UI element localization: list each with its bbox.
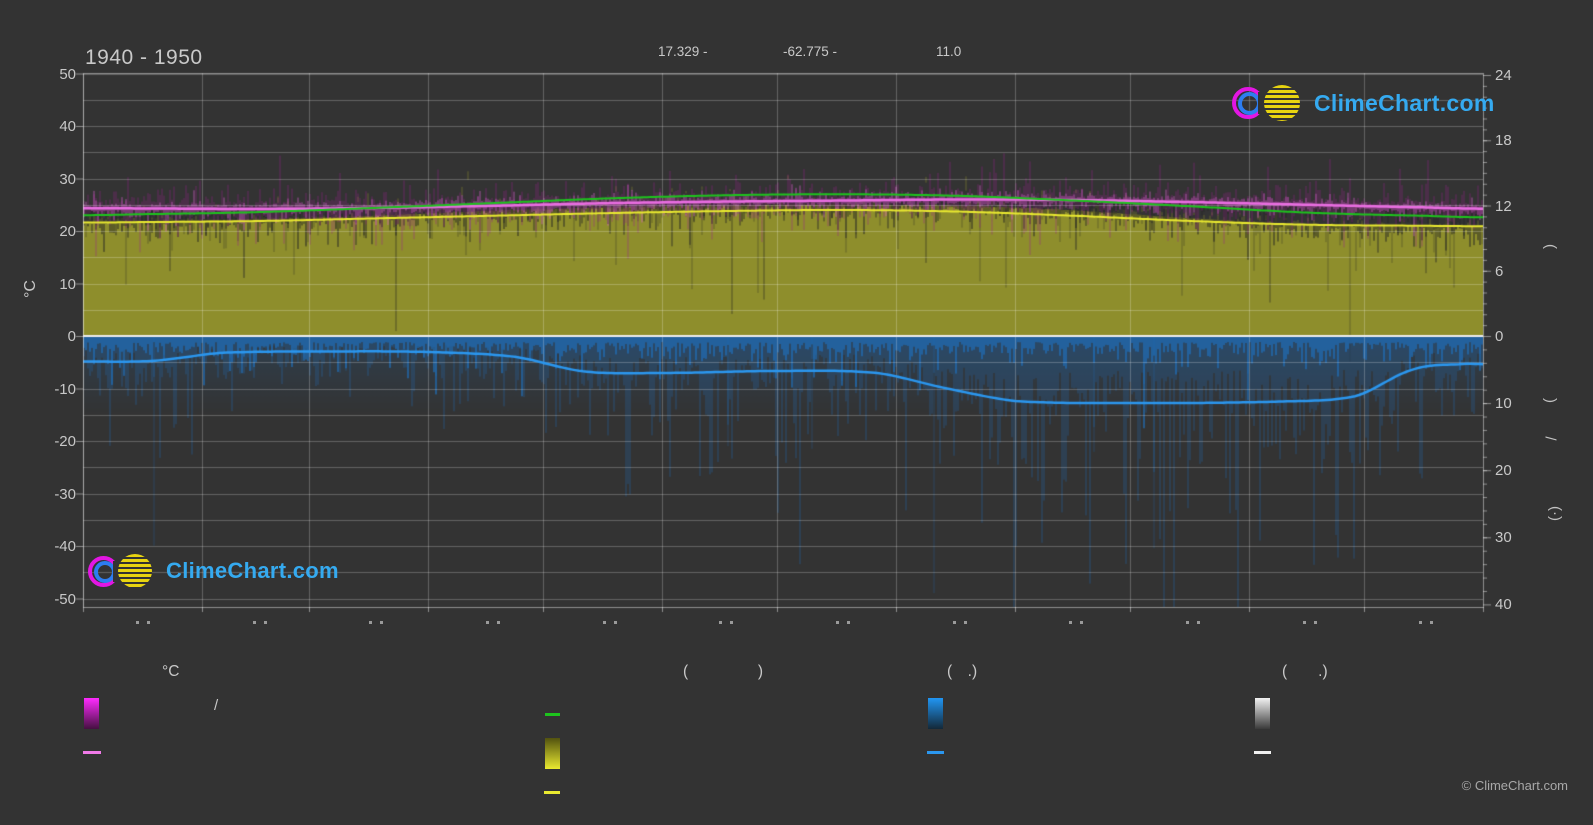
x-axis-month-label-glyph [602, 621, 606, 624]
climechart-logo-text: ClimeChart.com [1314, 89, 1495, 116]
x-axis-month-label-glyph [1313, 621, 1317, 624]
copyright-text: © ClimeChart.com [1461, 778, 1568, 793]
y-axis-tick-label: 20 [59, 223, 76, 240]
right-axis-side-glyph: ) [1542, 398, 1559, 403]
legend-header-temperature: °C [162, 663, 180, 680]
climechart-logo-text: ClimeChart.com [166, 558, 339, 583]
right-axis-side-glyph: (·) [1547, 506, 1564, 521]
x-axis-month-label-glyph [496, 621, 500, 624]
x-axis-month-label-glyph [719, 621, 723, 624]
latitude-annotation: 17.329 - [658, 44, 708, 59]
x-axis-month-label-glyph [146, 621, 150, 624]
sunshine-axis-tick-label: 0 [1495, 328, 1504, 345]
elevation-annotation: 11.0 [936, 44, 962, 59]
y-axis-tick-label: -10 [54, 380, 76, 398]
legend-header-sunshine: ( ) [683, 663, 764, 680]
climechart-logo-icon [88, 553, 158, 589]
x-axis-month-label-glyph [1419, 621, 1423, 624]
legend-swatch-snow-mean-line [1254, 751, 1271, 754]
y-axis-tick-label: 10 [59, 275, 76, 293]
x-axis-month-label-glyph [1196, 621, 1200, 624]
x-axis-month-label-glyph [263, 621, 267, 624]
sunshine-axis-tick-label: 24 [1495, 67, 1512, 84]
sunshine-axis-tick-label: 6 [1495, 262, 1504, 280]
x-axis-month-label-glyph [952, 621, 956, 624]
precip-axis-tick-label: 10 [1495, 395, 1512, 413]
legend-swatch-sunshine-mean-line [544, 791, 560, 794]
climechart-logo-top[interactable]: ClimeChart.com [1232, 84, 1495, 122]
sunshine-axis-tick-label: 12 [1495, 197, 1512, 215]
x-axis-month-label-glyph [730, 621, 734, 624]
climechart-logo-icon [1232, 84, 1306, 122]
x-axis-month-label-glyph [135, 621, 139, 624]
precip-axis-tick-label: 20 [1495, 462, 1512, 480]
sun-icon [1264, 85, 1300, 121]
legend-swatch-precipitation-mean-line [927, 751, 944, 754]
y-axis-tick-label: -50 [54, 590, 76, 608]
x-axis-month-label-glyph [1069, 621, 1073, 624]
x-axis-month-label-glyph [963, 621, 967, 624]
x-axis-month-label-glyph [369, 621, 373, 624]
y-axis-tick-label: 50 [59, 65, 76, 83]
x-axis-month-label-glyph [1185, 621, 1189, 624]
x-axis-month-label-glyph [835, 621, 839, 624]
x-axis-month-label-glyph [252, 621, 256, 624]
y-axis-tick-label: -40 [54, 538, 76, 555]
x-axis-month-label-glyph [613, 621, 617, 624]
x-axis-month-label-glyph [846, 621, 850, 624]
sun-icon [118, 554, 152, 588]
legend-header-snow: ( .) [1282, 663, 1328, 680]
y-axis-tick-label: -30 [54, 485, 76, 503]
legend-swatch-sunshine-daily-band [545, 738, 560, 769]
x-axis-month-label-glyph [485, 621, 489, 624]
legend-swatch-sunshine-mean-line [545, 713, 560, 716]
legend-swatch-temperature-mean-line [83, 751, 101, 754]
x-axis-month-label-glyph [1430, 621, 1434, 624]
y-axis-tick-label: 0 [67, 328, 76, 345]
x-axis-month-label-glyph [380, 621, 384, 624]
y-axis-tick-label: -20 [54, 433, 76, 450]
legend-header-precipitation: ( .) [947, 663, 978, 680]
legend-swatch-precipitation-daily-band [928, 698, 943, 729]
climechart-logo-bottom[interactable]: ClimeChart.com [88, 553, 339, 589]
precip-axis-tick-label: 30 [1495, 529, 1512, 547]
y-axis-tick-label: 30 [59, 170, 76, 188]
legend-label-temperature: / [214, 697, 219, 714]
x-axis-month-label-glyph [1302, 621, 1306, 624]
x-axis-month-label-glyph [1080, 621, 1084, 624]
longitude-annotation: -62.775 - [783, 44, 838, 59]
legend-swatch-temperature-daily-band [84, 698, 99, 729]
legend-swatch-snow-daily-band [1255, 698, 1270, 729]
right-axis-side-glyph: / [1541, 436, 1559, 441]
y-axis-tick-label: 40 [59, 118, 76, 135]
precip-axis-tick-label: 40 [1495, 596, 1512, 614]
page-title: 1940 - 1950 [85, 46, 203, 69]
sunshine-axis-tick-label: 18 [1495, 132, 1512, 150]
right-axis-side-glyph: ( [1542, 244, 1559, 249]
